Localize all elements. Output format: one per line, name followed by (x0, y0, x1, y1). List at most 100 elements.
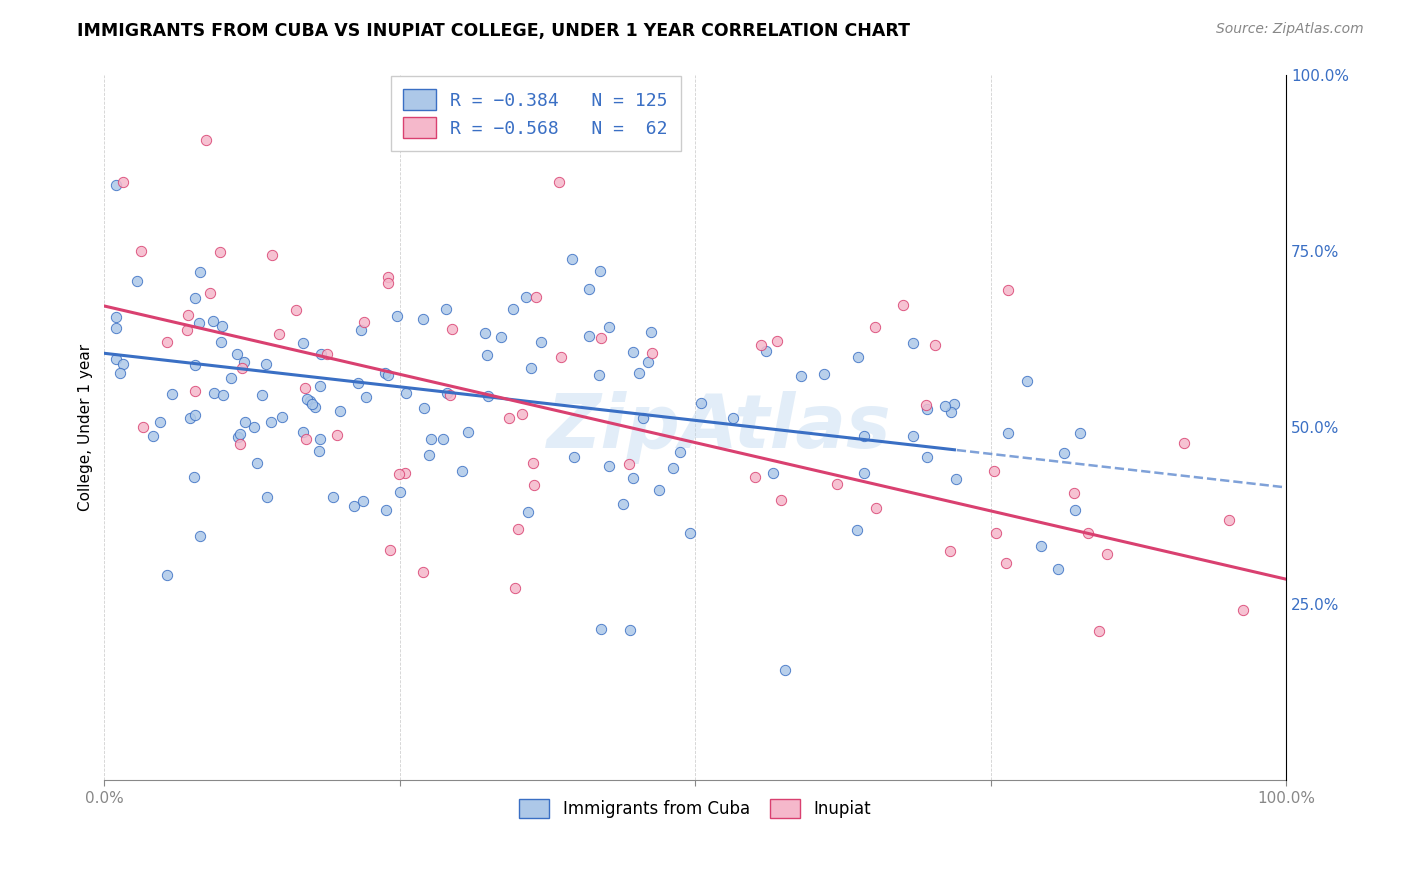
Point (1097, 548, 1119, 562)
Point (503, 581, 526, 595)
Point (308, 379, 330, 393)
Point (195, 133, 218, 147)
Point (211, 318, 233, 333)
Point (201, 314, 224, 328)
Point (744, 470, 766, 484)
Point (640, 325, 662, 339)
Point (378, 543, 401, 558)
Point (160, 386, 183, 401)
Point (111, 357, 134, 371)
Point (291, 425, 314, 439)
Point (377, 368, 399, 382)
Point (353, 315, 375, 329)
Point (105, 320, 128, 334)
Point (179, 410, 201, 425)
Point (315, 346, 337, 360)
Point (550, 350, 572, 364)
Point (589, 264, 612, 278)
Point (190, 529, 212, 543)
Point (1173, 436, 1195, 450)
Point (506, 522, 529, 536)
Point (915, 401, 938, 416)
Point (621, 471, 644, 485)
Point (184, 384, 207, 398)
Point (232, 354, 254, 368)
Point (789, 369, 811, 384)
Point (350, 322, 373, 336)
Point (633, 411, 655, 425)
Point (294, 432, 316, 446)
Point (111, 175, 134, 189)
Point (612, 497, 634, 511)
Point (413, 401, 436, 416)
Point (489, 330, 512, 344)
Point (434, 301, 457, 316)
Point (412, 311, 434, 326)
Point (105, 352, 128, 367)
Point (939, 543, 962, 558)
Point (418, 448, 440, 462)
Point (477, 389, 499, 403)
Point (457, 425, 479, 440)
Point (184, 291, 207, 305)
Point (865, 501, 887, 516)
Point (749, 337, 772, 351)
Point (846, 350, 869, 364)
Point (619, 458, 641, 472)
Point (229, 436, 252, 450)
Point (637, 355, 659, 369)
Point (984, 526, 1007, 541)
Point (1087, 624, 1109, 638)
Point (562, 450, 585, 465)
Point (394, 385, 416, 400)
Point (522, 478, 544, 492)
Point (184, 358, 207, 372)
Point (995, 556, 1018, 570)
Text: ZipAtlas: ZipAtlas (547, 391, 891, 464)
Point (105, 310, 128, 324)
Point (1218, 513, 1240, 527)
Point (440, 321, 463, 335)
Point (231, 360, 253, 375)
Point (439, 388, 461, 402)
Point (200, 285, 222, 300)
Point (188, 265, 211, 279)
Point (311, 347, 333, 361)
Legend: Immigrants from Cuba, Inupiat: Immigrants from Cuba, Inupiat (513, 792, 877, 825)
Point (243, 420, 266, 434)
Point (229, 426, 252, 441)
Point (412, 566, 434, 580)
Point (374, 366, 396, 380)
Point (284, 303, 307, 318)
Point (385, 310, 408, 324)
Point (269, 327, 291, 342)
Point (375, 503, 398, 517)
Point (394, 466, 416, 480)
Point (588, 368, 610, 383)
Point (347, 376, 370, 391)
Point (598, 459, 620, 474)
Point (648, 483, 671, 497)
Point (176, 323, 198, 337)
Point (852, 466, 875, 480)
Point (773, 663, 796, 677)
Point (627, 366, 650, 380)
Point (432, 433, 454, 447)
Point (1063, 486, 1085, 500)
Point (1064, 503, 1087, 517)
Point (997, 283, 1019, 297)
Point (474, 326, 496, 340)
Point (209, 335, 232, 350)
Point (516, 506, 538, 520)
Point (156, 567, 179, 582)
Point (451, 464, 474, 478)
Point (184, 408, 207, 422)
Point (762, 467, 785, 481)
Point (209, 245, 232, 260)
Point (522, 456, 544, 470)
Point (939, 405, 962, 419)
Point (914, 398, 936, 412)
Point (1232, 603, 1254, 617)
Point (225, 346, 247, 360)
Point (329, 404, 352, 418)
